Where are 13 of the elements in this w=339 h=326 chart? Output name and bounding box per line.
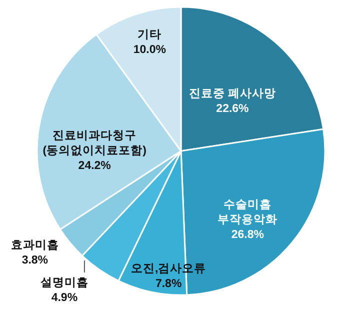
data-label: 7.8% <box>155 278 182 290</box>
slice-label: 수술미흡 부작용악화 <box>218 198 278 226</box>
data-label: 26.8% <box>231 228 264 241</box>
slice-label: 설명미흡 <box>39 276 88 290</box>
slice-label: 기타 <box>138 28 162 42</box>
data-label: 24.2% <box>78 160 111 172</box>
data-label: 22.6% <box>216 103 249 116</box>
slice-label: 진료비과다청구 (동의없이치료포함) <box>42 129 147 158</box>
slice-label: 효과미흡 <box>10 238 59 252</box>
data-label: 3.8% <box>22 254 48 267</box>
slice-label: 진료중 폐사사망 <box>188 87 276 100</box>
data-label: 10.0% <box>133 44 166 56</box>
data-label: 4.9% <box>51 292 78 304</box>
